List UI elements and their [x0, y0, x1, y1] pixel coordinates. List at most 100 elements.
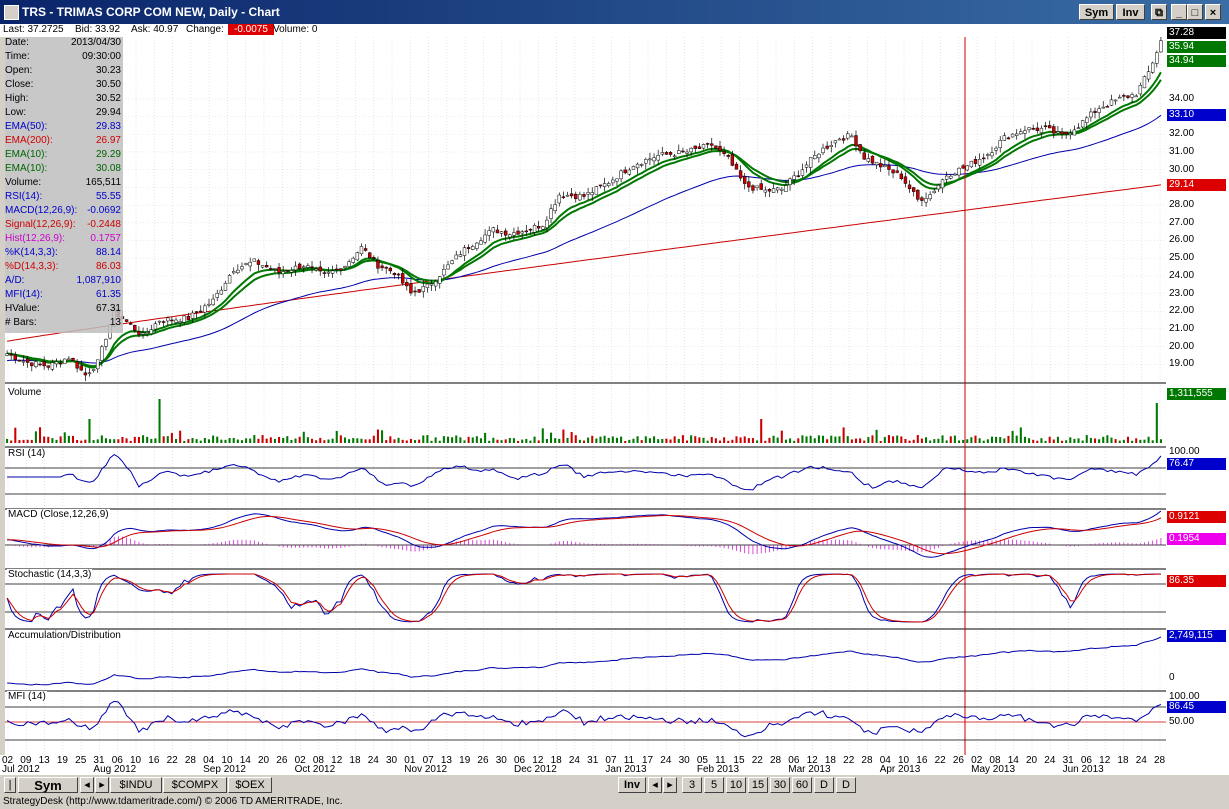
tab-compx[interactable]: $COMPX: [163, 777, 227, 793]
date-tick-label: 24: [1135, 755, 1147, 766]
candle-body: [96, 359, 100, 370]
tab-oex[interactable]: $OEX: [228, 777, 272, 793]
period-button-5[interactable]: 5: [704, 777, 724, 793]
candle-body: [466, 247, 471, 249]
period-button-30[interactable]: 30: [770, 777, 790, 793]
candle-body: [433, 281, 438, 287]
data-key: EMA(50):: [5, 121, 48, 132]
candle-body: [25, 358, 30, 363]
period-button-D[interactable]: D: [814, 777, 834, 793]
period-button-10[interactable]: 10: [726, 777, 746, 793]
candle-body: [1076, 127, 1081, 129]
volume-bar: [648, 438, 651, 443]
candle-body: [1151, 62, 1155, 73]
volume-bar: [587, 437, 590, 443]
volume-bar: [55, 439, 58, 443]
candle-body: [388, 267, 393, 272]
candle-body: [660, 152, 664, 155]
candle-body: [833, 140, 838, 144]
volume-bar: [784, 439, 787, 443]
candle-body: [1068, 133, 1072, 135]
chart-svg[interactable]: [5, 37, 1166, 755]
data-value: 26.97: [95, 135, 121, 146]
volume-bar: [228, 438, 231, 443]
volume-bar: [30, 439, 33, 443]
volume-bar: [352, 438, 355, 443]
volume-bar: [438, 440, 441, 443]
quote-change-label: Change:: [186, 24, 224, 35]
period-scroll-right-icon[interactable]: ▸: [663, 777, 677, 793]
candle-body: [594, 186, 599, 195]
candle-body: [30, 362, 34, 367]
date-tick-label: 22: [751, 755, 763, 766]
period-button-3[interactable]: 3: [682, 777, 702, 793]
candle-body: [462, 247, 467, 256]
data-key: EMA(200):: [5, 135, 53, 146]
volume-bar: [471, 437, 474, 443]
volume-tag-box: 1,311,555: [1167, 388, 1226, 400]
candle-body: [454, 254, 458, 260]
volume-bar: [109, 439, 112, 443]
data-key: HValue:: [5, 303, 40, 314]
volume-bar: [269, 437, 272, 443]
volume-bar: [995, 436, 998, 443]
volume-bar: [1044, 440, 1047, 443]
volume-bar: [1135, 438, 1138, 443]
volume-bar: [475, 436, 478, 443]
price-tag-box: 37.28: [1167, 27, 1226, 39]
volume-bar: [1126, 436, 1130, 443]
volume-bar: [809, 435, 812, 443]
volume-bar: [817, 435, 820, 443]
close-icon[interactable]: ×: [1205, 4, 1221, 20]
candle-body: [425, 283, 430, 288]
period-button-D[interactable]: D: [836, 777, 856, 793]
macd-line: [7, 510, 1162, 558]
data-row: # Bars: 13: [5, 317, 123, 331]
volume-bar: [376, 429, 379, 443]
volume-bar: [80, 440, 83, 443]
volume-bar: [220, 439, 223, 443]
candle-body: [1080, 120, 1085, 128]
volume-bar: [850, 439, 853, 443]
period-scroll-left-icon[interactable]: ◂: [648, 777, 662, 793]
candle-body: [392, 272, 397, 276]
volume-bar: [1015, 435, 1018, 443]
candle-body: [602, 183, 607, 187]
candle-body: [961, 165, 965, 169]
volume-bar: [566, 437, 569, 443]
sym-tab-button[interactable]: Sym: [18, 777, 78, 793]
volume-bar: [166, 436, 169, 443]
inv-button[interactable]: Inv: [1116, 4, 1145, 20]
chart-area[interactable]: [5, 37, 1166, 755]
date-tick-label: 04: [203, 755, 215, 766]
sym-button[interactable]: Sym: [1079, 4, 1114, 20]
period-button-15[interactable]: 15: [748, 777, 768, 793]
data-key: Low:: [5, 107, 27, 118]
candle-body: [149, 329, 153, 334]
rsi-line: [7, 453, 1162, 491]
candle-body: [891, 169, 895, 174]
candle-body: [91, 369, 96, 371]
candle-body: [813, 155, 817, 160]
data-key: %K(14,3,3):: [5, 247, 58, 258]
candle-body: [916, 189, 920, 200]
volume-bar: [319, 437, 322, 443]
volume-bar: [323, 440, 326, 443]
maximize-icon[interactable]: □: [1187, 4, 1203, 20]
scroll-left-icon[interactable]: ◂: [80, 777, 94, 793]
detach-icon[interactable]: ⧉: [1151, 4, 1167, 20]
volume-bar: [772, 435, 775, 443]
candle-body: [1118, 96, 1122, 99]
volume-bar: [821, 435, 825, 443]
period-button-60[interactable]: 60: [792, 777, 812, 793]
candle-body: [640, 164, 644, 166]
price-axis-label: 30.00: [1169, 163, 1195, 175]
minimize-icon[interactable]: _: [1171, 4, 1187, 20]
volume-bar: [310, 438, 314, 443]
tab-indu[interactable]: $INDU: [110, 777, 162, 793]
candle-body: [775, 187, 780, 191]
candle-body: [372, 257, 376, 259]
candle-body: [1031, 128, 1035, 130]
inv-tab-button[interactable]: Inv: [618, 777, 646, 793]
scroll-right-icon[interactable]: ▸: [95, 777, 109, 793]
